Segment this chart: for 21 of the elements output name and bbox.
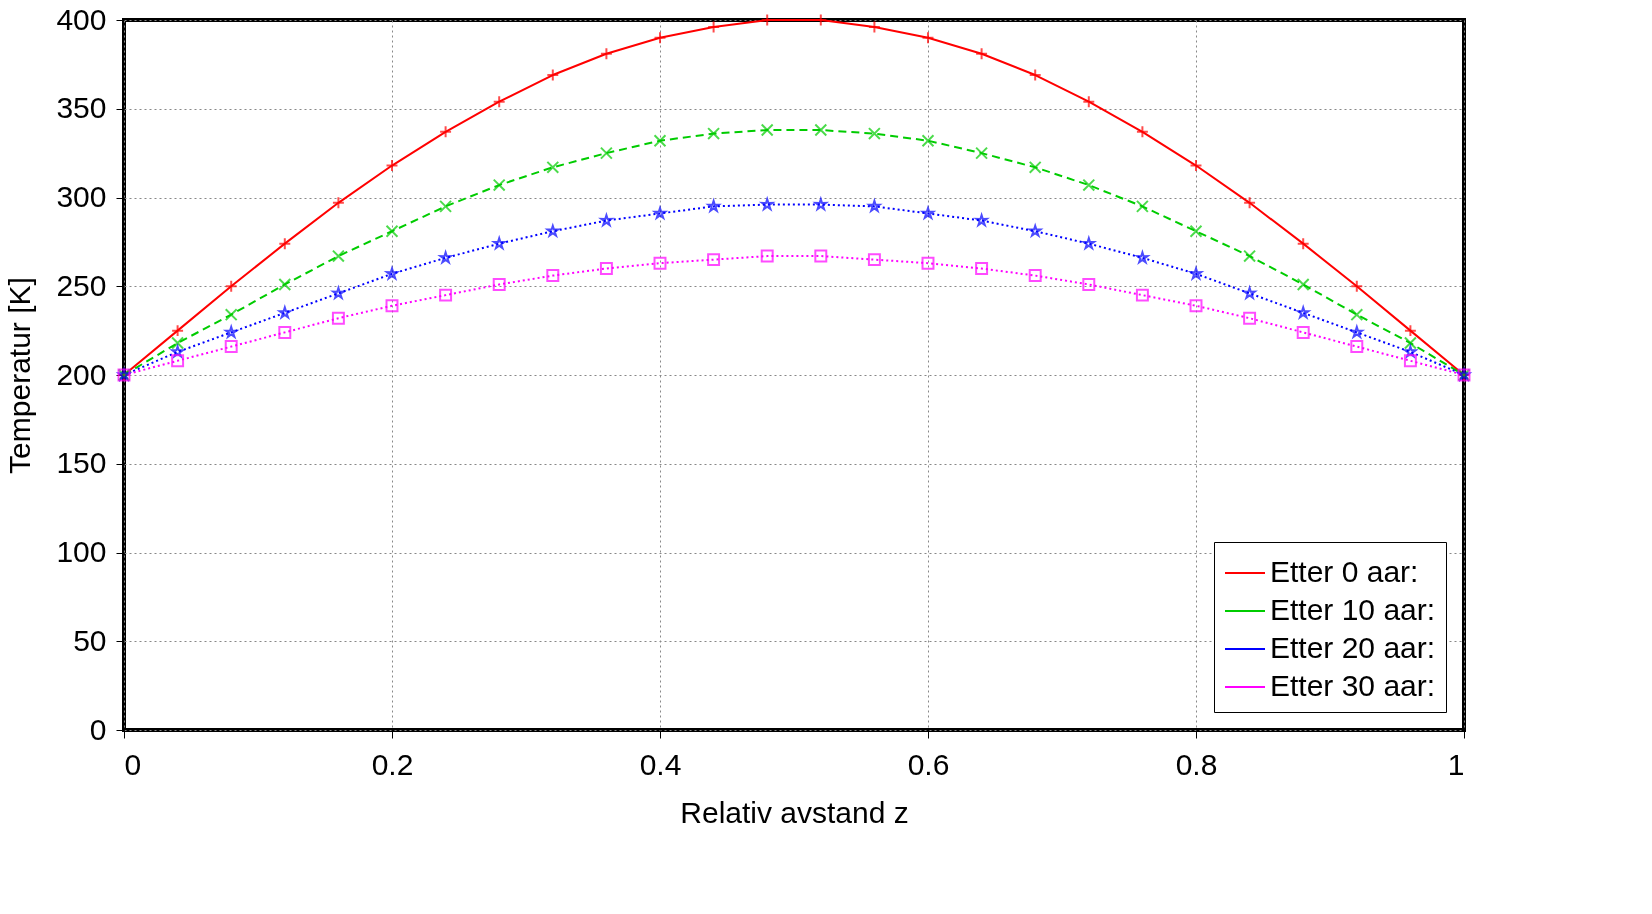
legend-label: Etter 10 aar:: [1270, 593, 1436, 626]
y-tick-label: 0: [89, 712, 107, 746]
y-tick-label: 50: [73, 623, 107, 657]
y-tick-label: 300: [56, 180, 107, 213]
x-tick-label: 0.4: [639, 747, 682, 781]
y-tick-label: 400: [56, 2, 107, 36]
legend-label: Etter 0 aar:: [1270, 555, 1419, 588]
legend-label: Etter 30 aar:: [1270, 669, 1436, 702]
x-axis-title: Relativ avstand z: [680, 795, 909, 829]
x-tick-label: 0.8: [1175, 747, 1218, 781]
y-tick-label: 100: [56, 535, 107, 568]
y-tick-label: 150: [56, 446, 107, 480]
legend-label: Etter 20 aar:: [1270, 631, 1436, 664]
y-tick-label: 200: [56, 357, 107, 391]
y-tick-label: 350: [56, 91, 107, 125]
y-axis-title: Temperatur [K]: [3, 277, 37, 474]
x-tick-label: 0.6: [907, 747, 950, 781]
y-tick-label: 250: [56, 268, 107, 302]
x-tick-label: 0.2: [371, 747, 414, 781]
x-tick-label: 1: [1447, 747, 1465, 781]
x-tick-label: 0: [124, 747, 142, 781]
